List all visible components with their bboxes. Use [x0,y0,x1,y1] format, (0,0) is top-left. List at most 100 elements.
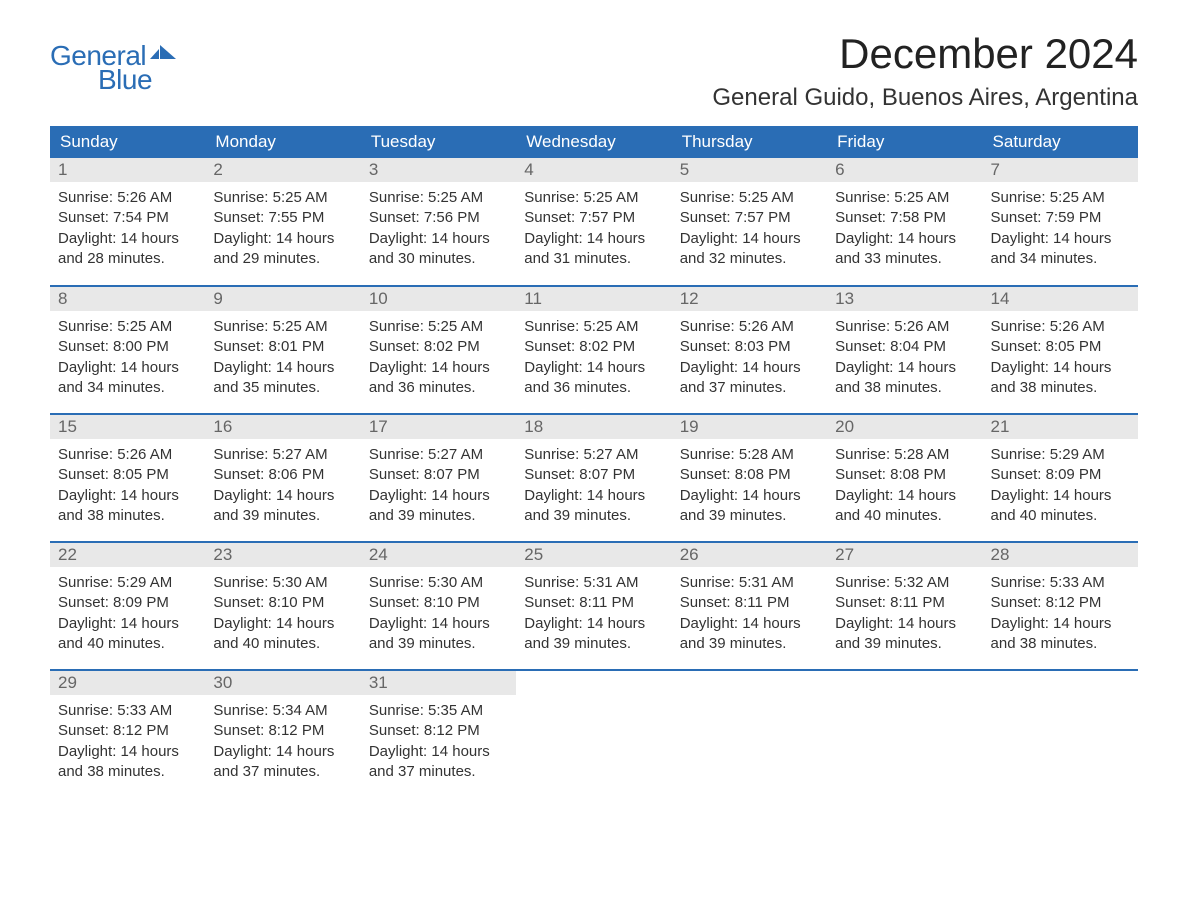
sunrise-line: Sunrise: 5:25 AM [369,188,508,208]
day-details: Sunrise: 5:25 AMSunset: 7:59 PMDaylight:… [983,182,1138,275]
daylight-line-2: and 30 minutes. [369,249,508,269]
day-details: Sunrise: 5:25 AMSunset: 8:02 PMDaylight:… [516,311,671,404]
day-details: Sunrise: 5:26 AMSunset: 8:04 PMDaylight:… [827,311,982,404]
weekday-header: Thursday [672,126,827,158]
daylight-line-2: and 38 minutes. [58,506,197,526]
day-details: Sunrise: 5:33 AMSunset: 8:12 PMDaylight:… [50,695,205,788]
sunrise-line: Sunrise: 5:25 AM [213,317,352,337]
day-number: 1 [50,158,205,182]
day-cell: 28Sunrise: 5:33 AMSunset: 8:12 PMDayligh… [983,542,1138,670]
daylight-line-1: Daylight: 14 hours [58,358,197,378]
daylight-line-2: and 36 minutes. [524,378,663,398]
daylight-line-2: and 38 minutes. [991,378,1130,398]
daylight-line-2: and 39 minutes. [213,506,352,526]
day-number: 8 [50,287,205,311]
sunset-line: Sunset: 8:02 PM [369,337,508,357]
daylight-line-1: Daylight: 14 hours [835,614,974,634]
day-cell: 11Sunrise: 5:25 AMSunset: 8:02 PMDayligh… [516,286,671,414]
day-details: Sunrise: 5:30 AMSunset: 8:10 PMDaylight:… [205,567,360,660]
day-cell: 17Sunrise: 5:27 AMSunset: 8:07 PMDayligh… [361,414,516,542]
logo: General Blue [50,30,176,96]
day-number: 15 [50,415,205,439]
day-number: 13 [827,287,982,311]
day-cell: 21Sunrise: 5:29 AMSunset: 8:09 PMDayligh… [983,414,1138,542]
sunset-line: Sunset: 8:04 PM [835,337,974,357]
sunset-line: Sunset: 8:07 PM [369,465,508,485]
sunset-line: Sunset: 8:12 PM [58,721,197,741]
day-number: 21 [983,415,1138,439]
daylight-line-2: and 39 minutes. [524,634,663,654]
day-cell: 18Sunrise: 5:27 AMSunset: 8:07 PMDayligh… [516,414,671,542]
daylight-line-2: and 34 minutes. [58,378,197,398]
daylight-line-1: Daylight: 14 hours [524,486,663,506]
sunrise-line: Sunrise: 5:26 AM [680,317,819,337]
sunset-line: Sunset: 7:57 PM [680,208,819,228]
daylight-line-1: Daylight: 14 hours [213,614,352,634]
daylight-line-1: Daylight: 14 hours [213,358,352,378]
sunrise-line: Sunrise: 5:25 AM [835,188,974,208]
day-details: Sunrise: 5:31 AMSunset: 8:11 PMDaylight:… [516,567,671,660]
sunset-line: Sunset: 8:12 PM [213,721,352,741]
sunset-line: Sunset: 8:05 PM [58,465,197,485]
daylight-line-2: and 37 minutes. [680,378,819,398]
daylight-line-1: Daylight: 14 hours [58,229,197,249]
daylight-line-1: Daylight: 14 hours [835,486,974,506]
day-cell: . [672,670,827,798]
sunrise-line: Sunrise: 5:34 AM [213,701,352,721]
daylight-line-1: Daylight: 14 hours [369,229,508,249]
daylight-line-2: and 40 minutes. [991,506,1130,526]
sunrise-line: Sunrise: 5:25 AM [524,317,663,337]
daylight-line-1: Daylight: 14 hours [524,229,663,249]
day-number: 11 [516,287,671,311]
day-cell: 29Sunrise: 5:33 AMSunset: 8:12 PMDayligh… [50,670,205,798]
day-number: 3 [361,158,516,182]
sunset-line: Sunset: 8:10 PM [369,593,508,613]
daylight-line-2: and 39 minutes. [835,634,974,654]
sunrise-line: Sunrise: 5:28 AM [835,445,974,465]
day-details: Sunrise: 5:25 AMSunset: 7:55 PMDaylight:… [205,182,360,275]
day-cell: 10Sunrise: 5:25 AMSunset: 8:02 PMDayligh… [361,286,516,414]
day-details: Sunrise: 5:30 AMSunset: 8:10 PMDaylight:… [361,567,516,660]
daylight-line-1: Daylight: 14 hours [835,229,974,249]
daylight-line-2: and 40 minutes. [835,506,974,526]
daylight-line-2: and 32 minutes. [680,249,819,269]
weekday-header: Monday [205,126,360,158]
sunset-line: Sunset: 7:54 PM [58,208,197,228]
sunrise-line: Sunrise: 5:25 AM [213,188,352,208]
day-details: Sunrise: 5:27 AMSunset: 8:07 PMDaylight:… [516,439,671,532]
day-details: Sunrise: 5:28 AMSunset: 8:08 PMDaylight:… [827,439,982,532]
day-cell: 23Sunrise: 5:30 AMSunset: 8:10 PMDayligh… [205,542,360,670]
daylight-line-1: Daylight: 14 hours [213,742,352,762]
daylight-line-2: and 28 minutes. [58,249,197,269]
day-number: 22 [50,543,205,567]
page-header: General Blue December 2024 General Guido… [50,30,1138,112]
day-number: 24 [361,543,516,567]
sunrise-line: Sunrise: 5:25 AM [680,188,819,208]
day-number: 12 [672,287,827,311]
daylight-line-1: Daylight: 14 hours [369,742,508,762]
daylight-line-1: Daylight: 14 hours [991,229,1130,249]
daylight-line-1: Daylight: 14 hours [680,358,819,378]
sunrise-line: Sunrise: 5:30 AM [213,573,352,593]
day-details: Sunrise: 5:25 AMSunset: 8:00 PMDaylight:… [50,311,205,404]
daylight-line-1: Daylight: 14 hours [58,614,197,634]
day-cell: 30Sunrise: 5:34 AMSunset: 8:12 PMDayligh… [205,670,360,798]
daylight-line-2: and 37 minutes. [213,762,352,782]
daylight-line-1: Daylight: 14 hours [213,229,352,249]
daylight-line-1: Daylight: 14 hours [524,358,663,378]
daylight-line-1: Daylight: 14 hours [991,486,1130,506]
sunrise-line: Sunrise: 5:31 AM [680,573,819,593]
calendar-body: 1Sunrise: 5:26 AMSunset: 7:54 PMDaylight… [50,158,1138,798]
month-title: December 2024 [712,30,1138,78]
day-details: Sunrise: 5:27 AMSunset: 8:06 PMDaylight:… [205,439,360,532]
sunset-line: Sunset: 8:08 PM [680,465,819,485]
daylight-line-1: Daylight: 14 hours [835,358,974,378]
sunset-line: Sunset: 8:10 PM [213,593,352,613]
sunset-line: Sunset: 8:12 PM [369,721,508,741]
daylight-line-2: and 38 minutes. [58,762,197,782]
daylight-line-2: and 31 minutes. [524,249,663,269]
sunrise-line: Sunrise: 5:27 AM [524,445,663,465]
daylight-line-1: Daylight: 14 hours [680,486,819,506]
day-number: 16 [205,415,360,439]
title-block: December 2024 General Guido, Buenos Aire… [712,30,1138,112]
